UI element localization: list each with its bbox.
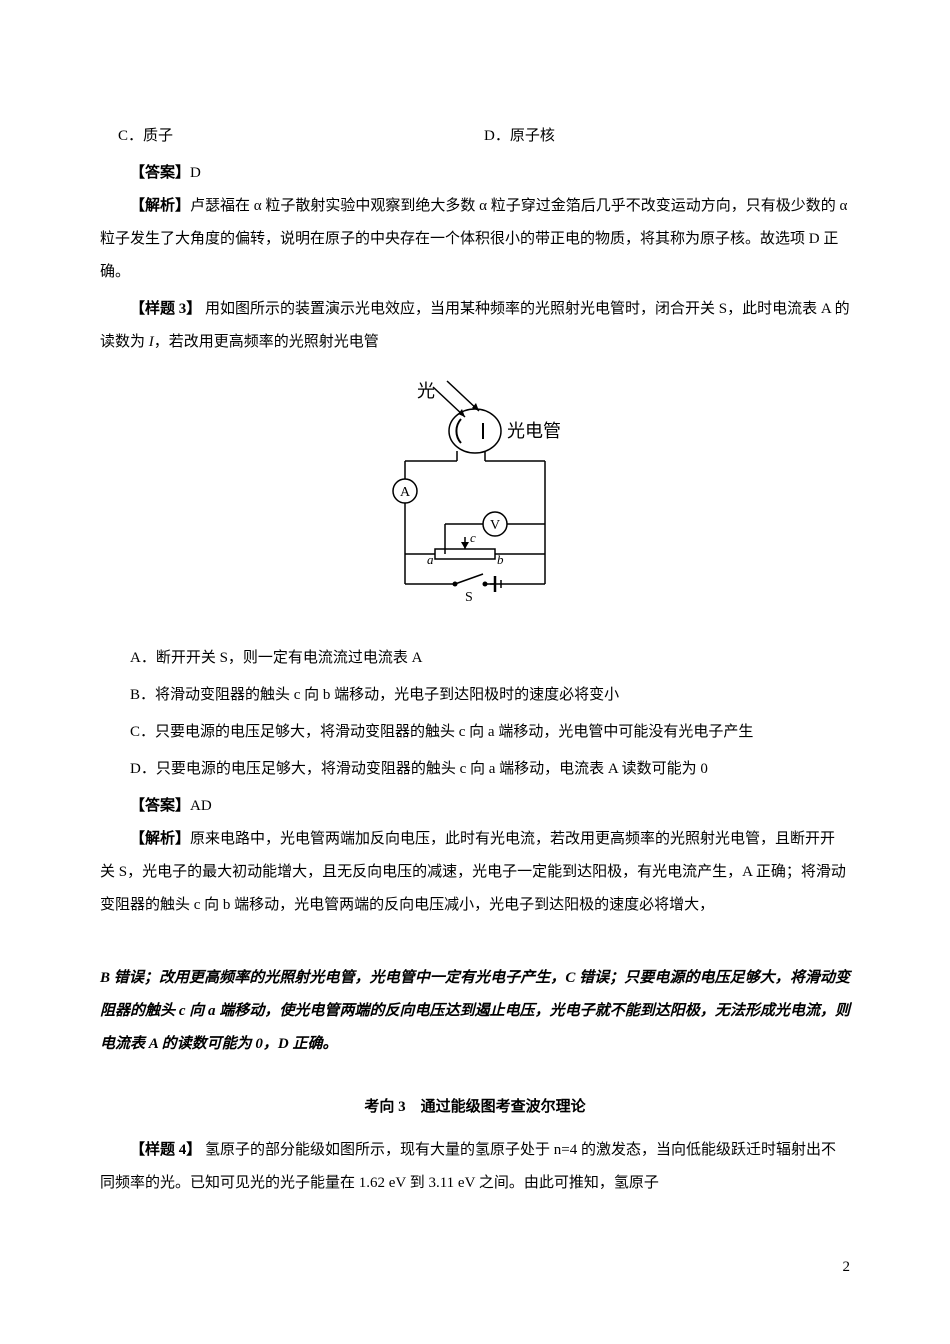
option-d: D．原子核 bbox=[484, 120, 850, 153]
option-c: C．质子 bbox=[100, 120, 484, 153]
tube-label: 光电管 bbox=[507, 421, 561, 441]
example-3: 【样题 3】 用如图所示的装置演示光电效应，当用某种频率的光照射光电管时，闭合开… bbox=[100, 293, 850, 359]
option-3d: D．只要电源的电压足够大，将滑动变阻器的触头 c 向 a 端移动，电流表 A 读… bbox=[100, 753, 850, 786]
analysis-3-text: 原来电路中，光电管两端加反向电压，此时有光电流，若改用更高频率的光照射光电管，且… bbox=[100, 831, 846, 913]
circuit-svg: 光 光电管 A V c a b bbox=[365, 379, 585, 609]
example-4-label: 【样题 4】 bbox=[130, 1142, 201, 1158]
answer-3-label: 【答案】 bbox=[130, 798, 190, 814]
ammeter-label: A bbox=[400, 485, 411, 500]
slider-a-label: a bbox=[427, 552, 434, 567]
answer-1-label: 【答案】 bbox=[130, 165, 190, 181]
page-number: 2 bbox=[843, 1251, 851, 1284]
example-4: 【样题 4】 氢原子的部分能级如图所示，现有大量的氢原子处于 n=4 的激发态，… bbox=[100, 1134, 850, 1200]
option-3a: A．断开开关 S，则一定有电流流过电流表 A bbox=[100, 642, 850, 675]
option-3c: C．只要电源的电压足够大，将滑动变阻器的触头 c 向 a 端移动，光电管中可能没… bbox=[100, 716, 850, 749]
slider-b-label: b bbox=[497, 552, 504, 567]
answer-1: 【答案】D bbox=[100, 157, 850, 190]
section-title: 考向 3 通过能级图考查波尔理论 bbox=[100, 1091, 850, 1124]
analysis-1-label: 【解析】 bbox=[130, 198, 190, 214]
option-row-cd: C．质子 D．原子核 bbox=[100, 120, 850, 153]
circuit-diagram: 光 光电管 A V c a b bbox=[100, 379, 850, 622]
answer-1-text: D bbox=[190, 165, 201, 181]
italic-analysis: B 错误；改用更高频率的光照射光电管，光电管中一定有光电子产生，C 错误；只要电… bbox=[100, 962, 850, 1061]
voltmeter-label: V bbox=[490, 518, 500, 533]
example-3-text2: ，若改用更高频率的光照射光电管 bbox=[154, 334, 379, 350]
analysis-1-text: 卢瑟福在 α 粒子散射实验中观察到绝大多数 α 粒子穿过金箔后几乎不改变运动方向… bbox=[100, 198, 847, 280]
answer-3: 【答案】AD bbox=[100, 790, 850, 823]
example-4-text: 氢原子的部分能级如图所示，现有大量的氢原子处于 n=4 的激发态，当向低能级跃迁… bbox=[100, 1142, 836, 1191]
answer-3-text: AD bbox=[190, 798, 212, 814]
analysis-1: 【解析】卢瑟福在 α 粒子散射实验中观察到绝大多数 α 粒子穿过金箔后几乎不改变… bbox=[100, 190, 850, 289]
slider-c-label: c bbox=[470, 530, 476, 545]
analysis-3-label: 【解析】 bbox=[130, 831, 190, 847]
example-3-label: 【样题 3】 bbox=[130, 301, 201, 317]
light-label: 光 bbox=[417, 381, 435, 401]
switch-s-label: S bbox=[465, 590, 473, 605]
option-3b: B．将滑动变阻器的触头 c 向 b 端移动，光电子到达阳极时的速度必将变小 bbox=[100, 679, 850, 712]
analysis-3: 【解析】原来电路中，光电管两端加反向电压，此时有光电流，若改用更高频率的光照射光… bbox=[100, 823, 850, 922]
